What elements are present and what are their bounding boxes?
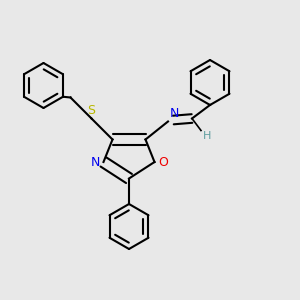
Text: N: N — [169, 107, 179, 120]
Text: O: O — [158, 155, 168, 169]
Text: H: H — [202, 131, 211, 141]
Text: S: S — [88, 104, 95, 117]
Text: N: N — [91, 155, 100, 169]
